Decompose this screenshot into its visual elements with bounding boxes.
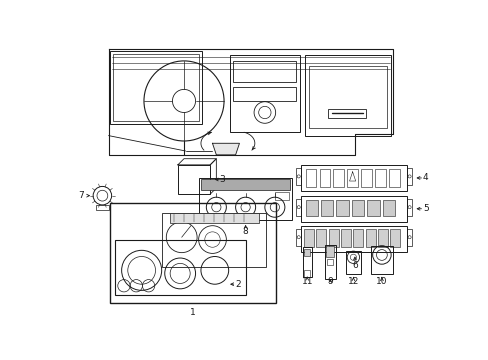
Bar — [333, 169, 344, 187]
Bar — [365, 229, 375, 247]
Bar — [407, 199, 411, 216]
Bar — [274, 192, 288, 199]
Bar — [366, 199, 379, 216]
Bar — [170, 213, 258, 223]
Text: 7: 7 — [78, 191, 83, 200]
Bar — [326, 247, 333, 257]
Text: 10: 10 — [375, 278, 387, 287]
Bar — [296, 168, 301, 185]
Bar — [96, 205, 108, 210]
Bar — [374, 169, 385, 187]
Bar — [319, 169, 329, 187]
Bar — [110, 51, 202, 124]
Text: 11: 11 — [301, 278, 312, 287]
Polygon shape — [212, 143, 239, 155]
Text: 9: 9 — [327, 278, 332, 287]
Bar — [301, 195, 407, 222]
Bar — [324, 245, 335, 279]
Bar — [199, 178, 291, 220]
Bar — [304, 229, 313, 247]
Bar — [316, 229, 326, 247]
Bar — [328, 229, 338, 247]
Bar — [321, 199, 333, 216]
Text: 6: 6 — [351, 261, 357, 270]
Bar — [407, 168, 411, 185]
Bar — [233, 61, 296, 82]
Bar — [305, 199, 317, 216]
Bar — [296, 199, 301, 216]
Bar — [110, 203, 275, 303]
Bar — [304, 249, 310, 256]
Bar — [230, 55, 299, 132]
Bar — [345, 251, 360, 274]
Bar — [370, 247, 392, 274]
Bar — [305, 169, 316, 187]
Bar — [304, 270, 310, 276]
Bar — [388, 169, 399, 187]
Text: 2: 2 — [235, 280, 240, 289]
Bar — [341, 229, 350, 247]
Bar — [336, 199, 348, 216]
Bar — [327, 109, 366, 118]
Bar — [115, 239, 245, 295]
Bar — [360, 169, 371, 187]
Bar — [302, 247, 311, 276]
Bar — [346, 169, 357, 187]
Bar — [233, 87, 296, 101]
Text: 8: 8 — [242, 226, 248, 235]
Polygon shape — [108, 49, 393, 155]
Text: 4: 4 — [422, 174, 427, 183]
Text: 5: 5 — [422, 204, 428, 213]
Bar — [308, 66, 386, 128]
Bar — [178, 165, 210, 194]
Bar — [296, 229, 301, 246]
Bar — [326, 259, 333, 265]
Bar — [201, 180, 290, 190]
Bar — [407, 229, 411, 246]
Bar — [301, 226, 407, 252]
Bar — [351, 199, 364, 216]
Bar — [382, 199, 394, 216]
Text: 12: 12 — [347, 278, 358, 287]
Text: 3: 3 — [219, 175, 225, 184]
Bar — [113, 54, 199, 121]
Bar — [377, 229, 387, 247]
Text: 1: 1 — [189, 308, 195, 317]
Bar — [162, 213, 266, 266]
Bar — [353, 229, 363, 247]
Bar — [301, 165, 407, 191]
Bar — [305, 55, 390, 136]
Bar — [389, 229, 400, 247]
